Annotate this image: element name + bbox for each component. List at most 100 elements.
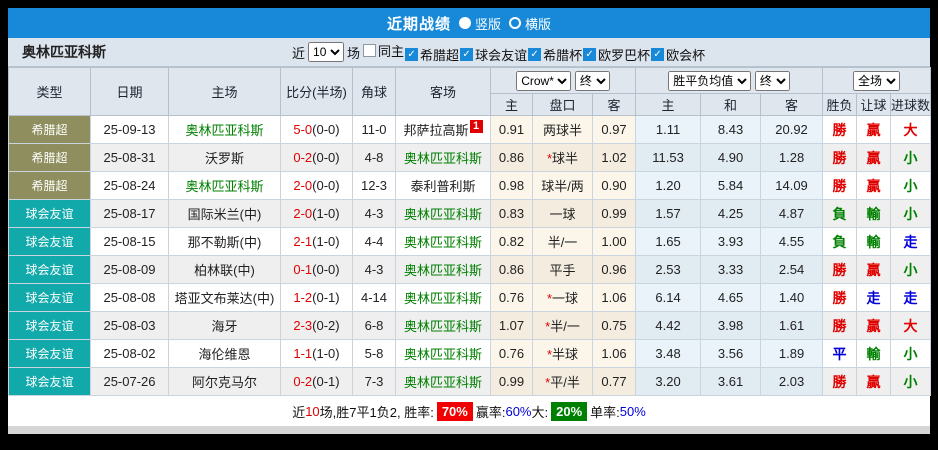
team-name: 奥林匹亚科斯 [22, 44, 106, 60]
handicap-away-odds-cell: 0.77 [591, 367, 637, 396]
checkbox-checked-icon[interactable]: ✓ [528, 47, 542, 61]
corners-cell: 4-4 [352, 227, 396, 256]
toolbar: 奥林匹亚科斯 近 10 场 同主 ✓ 希腊超 ✓ 球会友谊 ✓ 希腊杯 ✓ 欧罗巴杯 ✓ 欧会杯 [8, 38, 930, 67]
away-team-cell: 奥林匹亚科斯 [395, 255, 491, 284]
away-team-cell: 奥林匹亚科斯 [395, 227, 491, 256]
handicap-star: * [545, 375, 551, 390]
goals-result-cell: 小 [890, 143, 932, 172]
handicap-result-cell: 贏 [856, 115, 892, 144]
view-mode-vertical[interactable]: 竖版 [458, 14, 501, 33]
avg-home-cell: 6.14 [635, 283, 702, 312]
goals-result-cell: 走 [890, 227, 932, 256]
filter-球会友谊[interactable]: ✓ 球会友谊 [460, 45, 527, 64]
score-cell: 2-3(0-2) [280, 311, 353, 340]
view-mode-vertical-label: 竖版 [474, 16, 501, 32]
league-type-cell: 球会友谊 [8, 255, 91, 284]
match-row: 球会友谊 25-08-03 海牙 2-3(0-2) 6-8 奥林匹亚科斯 1.07 *半/一 0… [8, 311, 932, 340]
filter-欧会杯[interactable]: ✓ 欧会杯 [651, 45, 705, 64]
avg-away-cell: 4.87 [760, 199, 824, 228]
league-type-cell: 球会友谊 [8, 283, 91, 312]
score-cell: 0-1(0-0) [280, 255, 353, 284]
handicap-cell: *平/半 [532, 367, 593, 396]
handicap-result-cell: 贏 [856, 367, 892, 396]
app-window: 近期战绩 竖版 横版 奥林匹亚科斯 近 10 场 同主 ✓ 希腊超 ✓ 球会友谊 ✓ 希腊杯… [8, 8, 932, 434]
avg-away-cell: 1.40 [760, 283, 824, 312]
footer-text: 单率: [590, 404, 620, 420]
away-team-cell: 奥林匹亚科斯 [395, 283, 491, 312]
result-group-header: 全场 [822, 67, 932, 94]
col-header-corners: 角球 [352, 67, 396, 116]
match-row: 希腊超 25-08-31 沃罗斯 0-2(0-0) 4-8 奥林匹亚科斯 0.86 *球半 1.… [8, 143, 932, 172]
filter-label: 欧罗巴杯 [598, 47, 651, 63]
page-title: 近期战绩 [386, 15, 451, 33]
home-team-cell: 国际米兰(中) [168, 199, 281, 228]
handicap-away-odds-cell: 0.75 [591, 311, 637, 340]
handicap-star: * [545, 319, 551, 334]
filter-希腊超[interactable]: ✓ 希腊超 [405, 45, 459, 64]
home-team-cell: 奥林匹亚科斯 [168, 171, 281, 200]
scope-select[interactable]: 全场 [853, 70, 901, 91]
handicap-away-odds-cell: 1.06 [591, 283, 637, 312]
result-cell: 負 [822, 199, 858, 228]
filter-欧罗巴杯[interactable]: ✓ 欧罗巴杯 [583, 45, 650, 64]
result-cell: 勝 [822, 143, 858, 172]
avg-home-cell: 1.20 [635, 171, 702, 200]
avg-away-cell: 1.61 [760, 311, 824, 340]
home-team-cell: 海牙 [168, 311, 281, 340]
avg-away-cell: 20.92 [760, 115, 824, 144]
avg-home-cell: 1.11 [635, 115, 702, 144]
sub-header-goals: 进球数 [890, 93, 932, 116]
avg-time-select[interactable]: 终 [754, 70, 790, 91]
view-mode-horizontal[interactable]: 横版 [509, 14, 551, 33]
summary-footer: 近 10 场,胜7平1负2, 胜率: 70% 赢率: 60% 大: 20% 单率: 50% [8, 396, 930, 426]
radio-selected-icon [458, 17, 471, 29]
home-team-cell: 那不勒斯(中) [168, 227, 281, 256]
match-row: 球会友谊 25-08-09 柏林联(中) 0-1(0-0) 4-3 奥林匹亚科斯 0.86 平… [8, 255, 932, 284]
avg-away-cell: 1.89 [760, 339, 824, 368]
filter-controls: 近 10 场 同主 ✓ 希腊超 ✓ 球会友谊 ✓ 希腊杯 ✓ 欧罗巴杯 ✓ 欧会杯 [292, 41, 706, 64]
handicap-cell: 一球 [532, 199, 593, 228]
handicap-home-odds-cell: 0.91 [490, 115, 533, 144]
league-type-cell: 球会友谊 [8, 339, 91, 368]
col-header-date: 日期 [90, 67, 169, 116]
checkbox-checked-icon[interactable]: ✓ [651, 47, 665, 61]
match-row: 球会友谊 25-08-02 海伦维恩 1-1(1-0) 5-8 奥林匹亚科斯 0.76 *半球… [8, 339, 932, 368]
filter-希腊杯[interactable]: ✓ 希腊杯 [528, 45, 582, 64]
avg-draw-cell: 5.84 [700, 171, 762, 200]
away-team-cell: 邦萨拉高斯 1 [395, 115, 491, 144]
league-type-cell: 球会友谊 [8, 367, 91, 396]
games-label: 场 [347, 45, 361, 61]
home-team-cell: 柏林联(中) [168, 255, 281, 284]
match-count-select[interactable]: 10 [308, 42, 345, 62]
handicap-home-odds-cell: 0.98 [490, 171, 533, 200]
checkbox-checked-icon[interactable]: ✓ [583, 47, 597, 61]
date-cell: 25-08-31 [90, 143, 169, 172]
handicap-home-odds-cell: 0.76 [490, 339, 533, 368]
score-cell: 5-0(0-0) [280, 115, 353, 144]
sub-header-avg-away: 客 [760, 93, 824, 116]
odds-time-select[interactable]: 终 [574, 70, 610, 91]
handicap-cell: 半/一 [532, 227, 593, 256]
radio-unselected-icon [509, 17, 521, 29]
filter-label: 希腊杯 [543, 47, 583, 63]
checkbox-checked-icon[interactable]: ✓ [460, 47, 474, 61]
score-cell: 2-0(1-0) [280, 199, 353, 228]
avg-source-select[interactable]: 胜平负均值 [668, 70, 752, 91]
checkbox-unchecked-icon[interactable] [363, 43, 377, 57]
result-cell: 勝 [822, 255, 858, 284]
filter-同主[interactable]: 同主 [363, 41, 404, 60]
handicap-home-odds-cell: 0.83 [490, 199, 533, 228]
date-cell: 25-07-26 [90, 367, 169, 396]
avg-draw-cell: 3.93 [700, 227, 762, 256]
result-cell: 勝 [822, 283, 858, 312]
corners-cell: 4-3 [352, 199, 396, 228]
result-cell: 勝 [822, 311, 858, 340]
handicap-cell: *半球 [532, 339, 593, 368]
filter-label: 希腊超 [420, 47, 460, 63]
handicap-star: * [546, 291, 553, 306]
sub-header-crown-away: 客 [591, 93, 637, 116]
handicap-cell: 球半/两 [532, 171, 593, 200]
odds-source-select[interactable]: Crow* [516, 70, 572, 91]
checkbox-checked-icon[interactable]: ✓ [405, 47, 419, 61]
league-filter-group: 同主 ✓ 希腊超 ✓ 球会友谊 ✓ 希腊杯 ✓ 欧罗巴杯 ✓ 欧会杯 [363, 41, 706, 64]
